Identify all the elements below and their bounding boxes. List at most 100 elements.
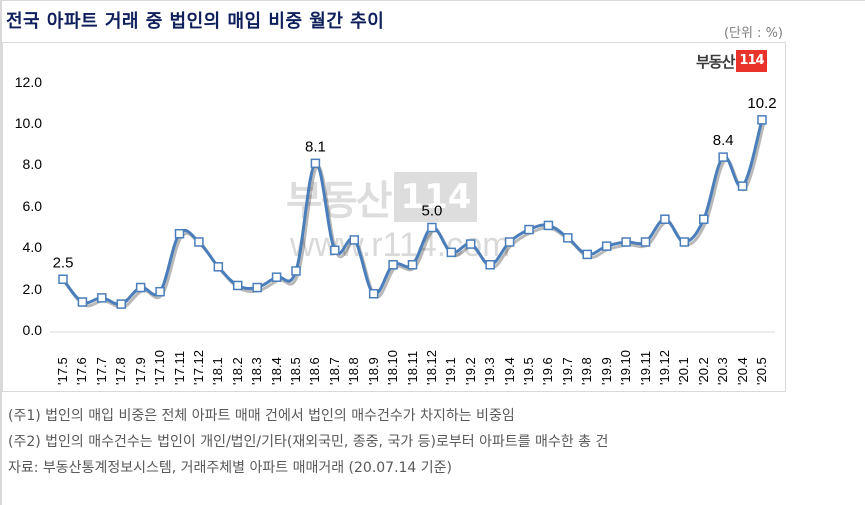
data-label: 8.4: [713, 132, 734, 149]
data-point-marker: [466, 239, 476, 249]
data-point-marker: [737, 181, 748, 191]
data-point-marker: [504, 237, 515, 247]
y-tick-label: 4.0: [22, 239, 42, 256]
footnote-2: (주2) 법인의 매수건수는 법인이 개인/법인/기타(재외국민, 종중, 국가…: [8, 434, 609, 450]
y-tick-label: 0.0: [22, 322, 42, 338]
x-tick-label: '18.6: [307, 357, 323, 385]
data-point-marker: [271, 272, 282, 282]
data-point-marker: [135, 282, 146, 293]
data-point-marker: [660, 214, 670, 224]
x-tick-label: '19.11: [637, 350, 653, 385]
line-shadow: [63, 122, 766, 309]
x-tick-label: '19.6: [540, 357, 556, 385]
data-point-marker: [543, 220, 554, 231]
x-tick-label: '18.9: [365, 357, 381, 385]
x-tick-label: '18.11: [404, 350, 420, 385]
x-tick-label: '17.7: [93, 357, 109, 385]
source-note: 자료: 부동산통계정보시스템, 거래주체별 아파트 매매거래 (20.07.14…: [8, 460, 453, 476]
data-point-marker: [718, 152, 728, 162]
x-tick-label: '20.1: [676, 357, 692, 385]
data-point-marker: [563, 233, 573, 243]
x-tick-label: '19.10: [618, 349, 634, 385]
x-tick-label: '20.2: [695, 357, 711, 385]
x-tick-label: '18.10: [385, 349, 401, 385]
x-tick-label: '19.12: [656, 349, 672, 385]
top-rule: [0, 0, 865, 1]
data-label: 2.5: [53, 254, 74, 271]
data-point-marker: [291, 266, 301, 276]
x-tick-label: '17.8: [113, 357, 129, 385]
data-point-marker: [582, 249, 592, 260]
data-point-marker: [485, 260, 495, 270]
data-point-marker: [388, 260, 398, 270]
x-tick-label: '19.2: [462, 357, 478, 385]
data-point-marker: [524, 224, 534, 235]
data-point-marker: [407, 260, 418, 270]
logo-badge: 114: [736, 50, 767, 72]
data-point-marker: [233, 280, 243, 291]
data-point-marker: [97, 293, 107, 303]
data-point-marker: [77, 297, 88, 307]
data-label: 5.0: [421, 203, 442, 220]
data-point-marker: [368, 288, 379, 299]
x-tick-label: '18.8: [346, 357, 362, 385]
x-tick-label: '18.4: [268, 357, 284, 385]
x-tick-label: '18.12: [423, 349, 439, 385]
x-tick-label: '19.8: [579, 357, 595, 385]
chart-title: 전국 아파트 거래 중 법인의 매입 비중 월간 추이: [6, 11, 385, 32]
x-tick-label: '19.1: [443, 357, 459, 385]
x-tick-label: '17.12: [190, 349, 206, 385]
data-point-marker: [330, 245, 340, 256]
x-tick-label: '17.5: [55, 357, 70, 385]
logo-text: 부동산: [696, 52, 735, 71]
data-point-marker: [213, 262, 224, 272]
x-tick-label: '18.3: [249, 357, 265, 385]
y-tick-label: 10.0: [14, 115, 42, 131]
x-tick-label: '19.9: [598, 357, 614, 385]
data-point-marker: [58, 274, 68, 284]
x-tick-label: '18.1: [210, 357, 226, 385]
data-point-marker: [310, 158, 321, 169]
data-point-marker: [427, 222, 437, 233]
x-tick-label: '17.10: [152, 349, 168, 385]
data-point-marker: [601, 241, 612, 251]
footnote-1: (주1) 법인의 매입 비중은 전체 아파트 매매 건에서 법인의 매수건수가 …: [8, 408, 515, 424]
data-point-marker: [349, 235, 359, 245]
x-tick-label: '20.5: [754, 357, 769, 385]
x-tick-label: '17.9: [132, 357, 148, 385]
data-point-marker: [446, 247, 457, 258]
x-tick-label: '17.6: [74, 357, 90, 385]
unit-label: (단위 : %): [723, 26, 783, 41]
data-point-marker: [252, 282, 262, 293]
y-tick-label: 12.0: [14, 73, 42, 90]
brand-logo: 부동산 114: [696, 50, 767, 72]
x-tick-label: '18.7: [326, 357, 342, 385]
x-tick-label: '19.5: [521, 357, 536, 385]
data-point-marker: [174, 228, 185, 239]
x-tick-label: '20.3: [715, 357, 731, 385]
data-point-marker: [640, 237, 651, 247]
x-tick-label: '17.11: [171, 350, 187, 385]
x-tick-label: '19.3: [482, 357, 498, 385]
x-tick-label: '20.4: [734, 357, 750, 385]
data-point-marker: [699, 214, 709, 224]
data-point-marker: [194, 237, 204, 247]
data-label: 8.1: [305, 138, 326, 155]
footnotes: (주1) 법인의 매입 비중은 전체 아파트 매매 건에서 법인의 매수건수가 …: [8, 403, 608, 481]
data-point-marker: [679, 237, 690, 247]
y-tick-label: 2.0: [22, 280, 42, 297]
data-point-marker: [116, 299, 126, 309]
data-point-marker: [155, 286, 165, 297]
x-tick-label: '19.7: [559, 357, 575, 385]
chart-frame: [2, 42, 786, 392]
data-point-marker: [757, 115, 767, 125]
data-point-marker: [621, 237, 631, 247]
data-label: 10.2: [747, 95, 776, 112]
x-tick-label: '18.2: [229, 357, 245, 385]
x-tick-label: '19.4: [501, 357, 517, 385]
x-tick-label: '18.5: [288, 357, 303, 385]
y-tick-label: 8.0: [22, 156, 42, 173]
y-tick-label: 6.0: [22, 197, 42, 214]
